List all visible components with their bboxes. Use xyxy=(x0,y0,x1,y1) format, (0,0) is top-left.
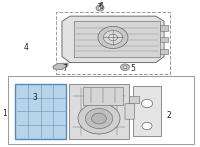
Bar xyxy=(160,49,168,54)
Text: 5: 5 xyxy=(131,64,135,73)
Circle shape xyxy=(109,34,117,41)
Bar xyxy=(15,84,66,139)
Polygon shape xyxy=(62,16,164,62)
Circle shape xyxy=(123,66,127,69)
Bar xyxy=(129,96,139,103)
Bar xyxy=(160,25,168,31)
Circle shape xyxy=(85,108,113,128)
Bar xyxy=(69,84,129,139)
Text: 6: 6 xyxy=(99,2,103,11)
Text: 7: 7 xyxy=(63,64,67,73)
Bar xyxy=(8,76,194,144)
Circle shape xyxy=(78,103,120,134)
Circle shape xyxy=(96,5,104,11)
Bar xyxy=(83,87,123,105)
Text: 4: 4 xyxy=(24,42,28,52)
Circle shape xyxy=(103,30,123,45)
Circle shape xyxy=(92,113,106,124)
Circle shape xyxy=(142,122,152,130)
Bar xyxy=(56,12,170,74)
Circle shape xyxy=(121,64,129,70)
Bar xyxy=(133,86,161,136)
Text: 3: 3 xyxy=(33,93,37,102)
FancyBboxPatch shape xyxy=(125,104,135,119)
Bar xyxy=(160,37,168,42)
Polygon shape xyxy=(74,21,160,57)
Text: 2: 2 xyxy=(167,111,171,120)
Circle shape xyxy=(98,26,128,49)
Circle shape xyxy=(98,7,102,10)
Polygon shape xyxy=(53,63,68,69)
Text: 1: 1 xyxy=(3,109,7,118)
Circle shape xyxy=(141,99,153,108)
